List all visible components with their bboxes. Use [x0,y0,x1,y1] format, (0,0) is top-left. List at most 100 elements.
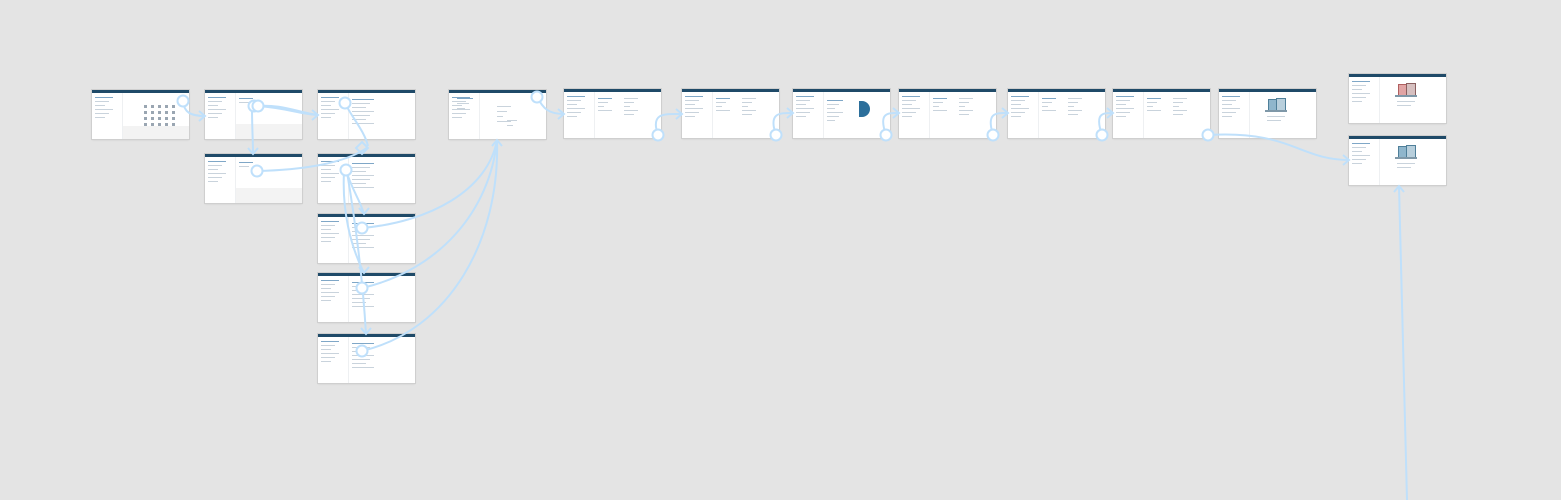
text-line [598,110,612,111]
text-line [933,102,943,103]
hotspot-marker[interactable] [1201,128,1215,142]
hotspot-marker[interactable] [355,221,369,235]
grid-icon [172,123,175,126]
text-line [902,104,912,105]
text-line [352,243,366,244]
screen-sidebar [205,157,236,203]
text-line [321,229,331,230]
text-line [352,115,370,116]
text-line [352,99,374,100]
text-line [497,116,503,117]
text-line [1068,98,1082,99]
text-line [598,106,604,107]
hotspot-marker[interactable] [355,281,369,295]
text-line [1173,110,1187,111]
text-line [457,108,465,109]
text-line [208,173,226,174]
text-line [827,104,839,105]
screen-thumbnail-s7[interactable] [318,273,415,322]
hotspot-marker[interactable] [339,163,353,177]
grid-icon [158,105,161,108]
text-line [1042,102,1052,103]
hotspot-marker[interactable] [338,96,352,110]
text-line [827,100,843,101]
text-line [452,113,466,114]
text-line [1222,104,1232,105]
screen-thumbnail-s9[interactable] [449,90,546,139]
screen-thumbnail-s8[interactable] [318,334,415,383]
hotspot-marker[interactable] [176,94,190,108]
screen-header-bar [92,90,189,93]
text-line [321,357,335,358]
screen-thumbnail-s18[interactable] [1349,136,1446,185]
text-line [796,112,810,113]
screen-thumbnail-s6[interactable] [318,214,415,263]
text-line [716,106,722,107]
grid-icon [165,111,168,114]
grid-icon [165,105,168,108]
hotspot-marker[interactable] [769,128,783,142]
hotspot-marker[interactable] [251,99,265,113]
screen-header-bar [1008,89,1105,92]
text-line [1222,108,1240,109]
screen-thumbnail-s5[interactable] [318,154,415,203]
screen-thumbnail-s13[interactable] [899,89,996,138]
text-line [827,116,839,117]
text-line [1222,100,1236,101]
bottom-panel [236,188,302,203]
text-line [1352,97,1366,98]
text-line [452,117,462,118]
hotspot-marker[interactable] [879,128,893,142]
text-line [507,120,517,121]
screen-thumbnail-s10[interactable] [564,89,661,138]
screen-thumbnail-s17[interactable] [1349,74,1446,123]
hotspot-marker[interactable] [530,90,544,104]
text-line [1116,96,1134,97]
text-line [598,102,608,103]
text-line [352,175,374,176]
text-line [933,110,947,111]
screen-header-bar [1349,136,1446,139]
text-line [1352,81,1370,82]
text-line [685,108,703,109]
text-line [827,120,835,121]
text-line [95,97,113,98]
text-line [95,117,105,118]
text-line [457,103,469,104]
text-line [902,116,912,117]
text-line [959,106,965,107]
text-line [321,173,339,174]
grid-icon [151,111,154,114]
grid-icon [151,105,154,108]
screen-thumbnail-s4[interactable] [205,154,302,203]
screen-thumbnail-s2[interactable] [205,90,302,139]
hotspot-marker[interactable] [355,344,369,358]
hotspot-marker[interactable] [986,128,1000,142]
screen-thumbnail-s16[interactable] [1219,89,1316,138]
screen-sidebar [682,92,713,138]
text-line [1397,101,1415,102]
hotspot-marker[interactable] [250,164,264,178]
screen-thumbnail-s11[interactable] [682,89,779,138]
text-line [1042,106,1048,107]
text-line [1147,102,1157,103]
screen-sidebar [318,217,349,263]
hotspot-marker[interactable] [651,128,665,142]
text-line [1352,89,1362,90]
text-line [1397,105,1411,106]
grid-icon [158,117,161,120]
screen-sidebar [205,93,236,139]
text-line [902,100,916,101]
text-line [1352,85,1366,86]
screen-header-bar [899,89,996,92]
hotspot-marker[interactable] [1095,128,1109,142]
screen-thumbnail-s15[interactable] [1113,89,1210,138]
text-line [1011,96,1029,97]
text-line [1147,106,1153,107]
screen-thumbnail-s12[interactable] [793,89,890,138]
text-line [321,345,335,346]
text-line [716,102,726,103]
screen-thumbnail-s14[interactable] [1008,89,1105,138]
screen-thumbnail-s3[interactable] [318,90,415,139]
screen-thumbnail-s1[interactable] [92,90,189,139]
